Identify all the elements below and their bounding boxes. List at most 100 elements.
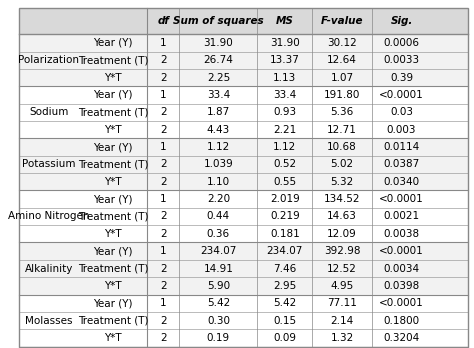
Text: 2: 2	[160, 316, 167, 326]
Text: Y*T: Y*T	[104, 177, 122, 187]
Text: Molasses: Molasses	[25, 316, 73, 326]
Text: 2: 2	[160, 177, 167, 187]
Text: 2.20: 2.20	[207, 194, 230, 204]
Text: 5.32: 5.32	[330, 177, 354, 187]
Text: 14.91: 14.91	[203, 263, 233, 274]
Text: <0.0001: <0.0001	[379, 246, 424, 256]
Text: 2.25: 2.25	[207, 73, 230, 82]
Text: F-value: F-value	[321, 16, 364, 26]
Text: 0.03: 0.03	[390, 107, 413, 117]
Text: 12.64: 12.64	[327, 55, 357, 65]
Text: 191.80: 191.80	[324, 90, 360, 100]
Text: Y*T: Y*T	[104, 333, 122, 343]
Text: 12.71: 12.71	[327, 125, 357, 135]
Text: Treatment (T): Treatment (T)	[78, 107, 148, 117]
Text: 0.44: 0.44	[207, 212, 230, 221]
Text: Y*T: Y*T	[104, 229, 122, 239]
Text: 1.12: 1.12	[207, 142, 230, 152]
Text: Year (Y): Year (Y)	[93, 142, 133, 152]
Text: 5.42: 5.42	[207, 298, 230, 308]
Text: 0.09: 0.09	[273, 333, 296, 343]
Text: 0.0387: 0.0387	[383, 159, 420, 169]
Text: Y*T: Y*T	[104, 73, 122, 82]
Text: 1: 1	[160, 90, 167, 100]
Text: 30.12: 30.12	[327, 38, 357, 48]
Text: 31.90: 31.90	[270, 38, 300, 48]
Text: 2: 2	[160, 107, 167, 117]
Text: Amino Nitrogen: Amino Nitrogen	[8, 212, 90, 221]
Text: 0.1800: 0.1800	[383, 316, 419, 326]
Text: 0.0021: 0.0021	[383, 212, 419, 221]
Text: 0.15: 0.15	[273, 316, 296, 326]
Text: 1: 1	[160, 194, 167, 204]
Text: 1: 1	[160, 142, 167, 152]
Text: 1.07: 1.07	[330, 73, 354, 82]
Text: 1.039: 1.039	[203, 159, 233, 169]
Text: 2: 2	[160, 281, 167, 291]
FancyBboxPatch shape	[19, 243, 468, 294]
Text: 2: 2	[160, 212, 167, 221]
FancyBboxPatch shape	[19, 86, 468, 138]
Text: 2: 2	[160, 333, 167, 343]
Text: 5.02: 5.02	[330, 159, 354, 169]
Text: Alkalinity: Alkalinity	[25, 263, 73, 274]
Text: Year (Y): Year (Y)	[93, 38, 133, 48]
Text: 0.0006: 0.0006	[383, 38, 419, 48]
Text: Sodium: Sodium	[29, 107, 69, 117]
Text: <0.0001: <0.0001	[379, 90, 424, 100]
Text: 4.95: 4.95	[330, 281, 354, 291]
Text: <0.0001: <0.0001	[379, 194, 424, 204]
Text: 0.003: 0.003	[387, 125, 416, 135]
Text: 33.4: 33.4	[273, 90, 296, 100]
Text: 0.39: 0.39	[390, 73, 413, 82]
Text: 0.0114: 0.0114	[383, 142, 420, 152]
Text: 12.52: 12.52	[327, 263, 357, 274]
Text: Treatment (T): Treatment (T)	[78, 55, 148, 65]
Text: 31.90: 31.90	[203, 38, 233, 48]
FancyBboxPatch shape	[19, 190, 468, 243]
Text: 14.63: 14.63	[327, 212, 357, 221]
FancyBboxPatch shape	[19, 294, 468, 347]
FancyBboxPatch shape	[19, 34, 468, 86]
Text: Y*T: Y*T	[104, 281, 122, 291]
Text: 5.36: 5.36	[330, 107, 354, 117]
Text: 12.09: 12.09	[327, 229, 357, 239]
Text: 0.219: 0.219	[270, 212, 300, 221]
Text: 2.21: 2.21	[273, 125, 296, 135]
Text: 10.68: 10.68	[327, 142, 357, 152]
Text: Potassium: Potassium	[22, 159, 76, 169]
Text: 1.87: 1.87	[207, 107, 230, 117]
Text: 0.0038: 0.0038	[383, 229, 419, 239]
Text: 1.10: 1.10	[207, 177, 230, 187]
Text: Treatment (T): Treatment (T)	[78, 159, 148, 169]
Text: 0.93: 0.93	[273, 107, 296, 117]
Text: Sum of squares: Sum of squares	[173, 16, 264, 26]
Text: 7.46: 7.46	[273, 263, 296, 274]
Text: 77.11: 77.11	[327, 298, 357, 308]
Text: 2.019: 2.019	[270, 194, 300, 204]
Text: 0.181: 0.181	[270, 229, 300, 239]
Text: 0.55: 0.55	[273, 177, 296, 187]
Text: Year (Y): Year (Y)	[93, 90, 133, 100]
Text: Treatment (T): Treatment (T)	[78, 212, 148, 221]
Text: 2.14: 2.14	[330, 316, 354, 326]
Text: 1: 1	[160, 246, 167, 256]
Text: 1.13: 1.13	[273, 73, 296, 82]
Text: 13.37: 13.37	[270, 55, 300, 65]
Text: 0.19: 0.19	[207, 333, 230, 343]
Text: 1: 1	[160, 38, 167, 48]
Text: 1: 1	[160, 298, 167, 308]
Text: 392.98: 392.98	[324, 246, 360, 256]
Text: Year (Y): Year (Y)	[93, 298, 133, 308]
Text: Sig.: Sig.	[391, 16, 413, 26]
Text: 2: 2	[160, 263, 167, 274]
Text: 2.95: 2.95	[273, 281, 296, 291]
Text: Year (Y): Year (Y)	[93, 194, 133, 204]
FancyBboxPatch shape	[19, 8, 468, 34]
Text: 2: 2	[160, 125, 167, 135]
Text: 26.74: 26.74	[203, 55, 233, 65]
Text: 1.32: 1.32	[330, 333, 354, 343]
Text: 4.43: 4.43	[207, 125, 230, 135]
Text: 234.07: 234.07	[267, 246, 303, 256]
Text: 33.4: 33.4	[207, 90, 230, 100]
